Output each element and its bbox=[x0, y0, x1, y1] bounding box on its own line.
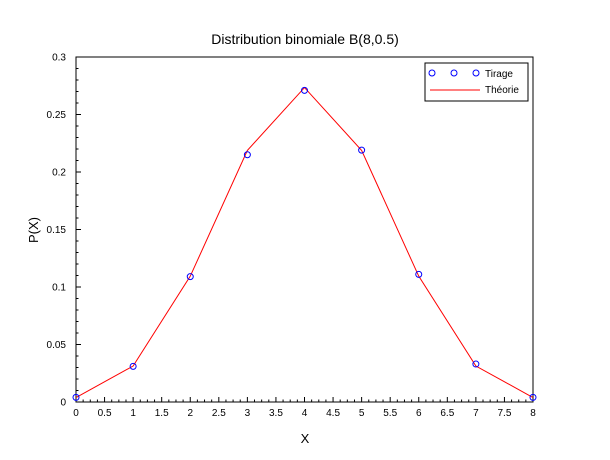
legend-marker-sample bbox=[428, 69, 480, 77]
x-tick-label: 7 bbox=[473, 408, 479, 419]
legend-label-tirage: Tirage bbox=[485, 69, 513, 80]
x-tick-label: 3 bbox=[245, 408, 251, 419]
series-line-theorie bbox=[75, 86, 534, 398]
x-tick-label: 6 bbox=[416, 408, 422, 419]
y-tick-label: 0.1 bbox=[52, 283, 66, 294]
data-point-tirage bbox=[415, 270, 423, 278]
x-tick-label: 0 bbox=[73, 408, 79, 419]
y-axis: 0 0.05 0.1 0.15 0.2 0.25 0.3 bbox=[47, 53, 81, 409]
data-point-tirage bbox=[358, 146, 366, 154]
x-tick-label: 1.5 bbox=[155, 408, 169, 419]
plot-frame bbox=[75, 56, 534, 403]
y-axis-title: P(X) bbox=[26, 217, 41, 243]
y-tick-label: 0.15 bbox=[47, 225, 67, 236]
series-layer bbox=[72, 86, 537, 401]
legend-marker bbox=[450, 69, 458, 77]
x-tick-label: 4.5 bbox=[326, 408, 340, 419]
x-axis-title: X bbox=[301, 431, 310, 446]
y-tick-label: 0.2 bbox=[52, 168, 66, 179]
x-tick-label: 8 bbox=[530, 408, 536, 419]
x-tick-label: 4 bbox=[302, 408, 308, 419]
data-point-tirage bbox=[301, 86, 308, 94]
data-point-tirage bbox=[472, 360, 480, 368]
data-point-tirage bbox=[129, 362, 137, 370]
x-tick-label: 5 bbox=[359, 408, 365, 419]
y-tick-label: 0.3 bbox=[52, 53, 66, 64]
data-point-tirage bbox=[529, 393, 537, 401]
data-point-tirage bbox=[243, 151, 251, 159]
x-axis: 0 0.5 1 1.5 2 2.5 3 3.5 4 4.5 5 5.5 6 6.5 7 7.5 8 bbox=[73, 397, 536, 419]
x-tick-label: 0.5 bbox=[98, 408, 112, 419]
x-tick-label: 2 bbox=[187, 408, 193, 419]
data-point-tirage bbox=[186, 273, 194, 281]
x-tick-label: 7.5 bbox=[497, 408, 511, 419]
legend-marker bbox=[428, 69, 436, 77]
x-tick-label: 6.5 bbox=[440, 408, 454, 419]
x-tick-label: 3.5 bbox=[269, 408, 283, 419]
y-tick-label: 0 bbox=[60, 398, 66, 409]
x-tick-label: 2.5 bbox=[212, 408, 226, 419]
legend-label-theorie: Théorie bbox=[485, 85, 519, 96]
legend-marker bbox=[472, 69, 480, 77]
data-point-tirage bbox=[72, 393, 80, 401]
x-tick-label: 5.5 bbox=[383, 408, 397, 419]
legend-box bbox=[424, 62, 529, 102]
chart-title: Distribution binomiale B(8,0.5) bbox=[211, 31, 399, 47]
y-tick-label: 0.05 bbox=[47, 340, 67, 351]
x-tick-label: 1 bbox=[130, 408, 136, 419]
legend: Tirage Théorie bbox=[424, 62, 529, 102]
y-tick-label: 0.25 bbox=[47, 110, 67, 121]
